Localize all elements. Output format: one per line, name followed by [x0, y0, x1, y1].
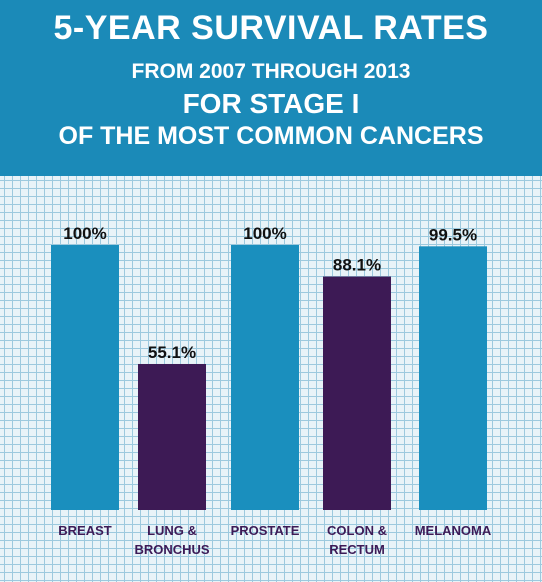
value-label-2: 100%	[243, 224, 286, 243]
bar-chart: 100% BREAST 55.1% LUNG & BRONCHUS 100% PROSTAT…	[51, 224, 492, 557]
chart-title: 5-YEAR SURVIVAL RATES	[53, 9, 489, 47]
bar-1	[138, 363, 206, 510]
chart-subtitle-scope: OF THE MOST COMMON CANCERS	[58, 122, 484, 150]
category-label-1-1: BRONCHUS	[134, 542, 209, 557]
chart-subtitle-period: FROM 2007 THROUGH 2013	[131, 60, 411, 83]
bar-0	[51, 245, 119, 510]
category-label-1-0: LUNG &	[147, 523, 197, 538]
plot-area: 100% BREAST 55.1% LUNG & BRONCHUS 100% PROSTAT…	[0, 176, 542, 582]
category-label-4-0: MELANOMA	[415, 523, 492, 538]
value-label-4: 99.5%	[429, 225, 477, 244]
bar-3	[323, 276, 391, 510]
category-label-3-0: COLON &	[327, 523, 387, 538]
header-banner: 5-YEAR SURVIVAL RATES FROM 2007 THROUGH …	[0, 0, 542, 176]
bar-4	[419, 246, 487, 510]
value-label-3: 88.1%	[333, 256, 381, 275]
category-label-3-1: RECTUM	[329, 542, 385, 557]
chart-subtitle-stage: FOR STAGE I	[182, 88, 360, 119]
value-label-0: 100%	[63, 224, 106, 243]
value-label-1: 55.1%	[148, 343, 196, 362]
category-label-2-0: PROSTATE	[231, 523, 300, 538]
category-label-0-0: BREAST	[58, 523, 112, 538]
bar-2	[231, 245, 299, 510]
